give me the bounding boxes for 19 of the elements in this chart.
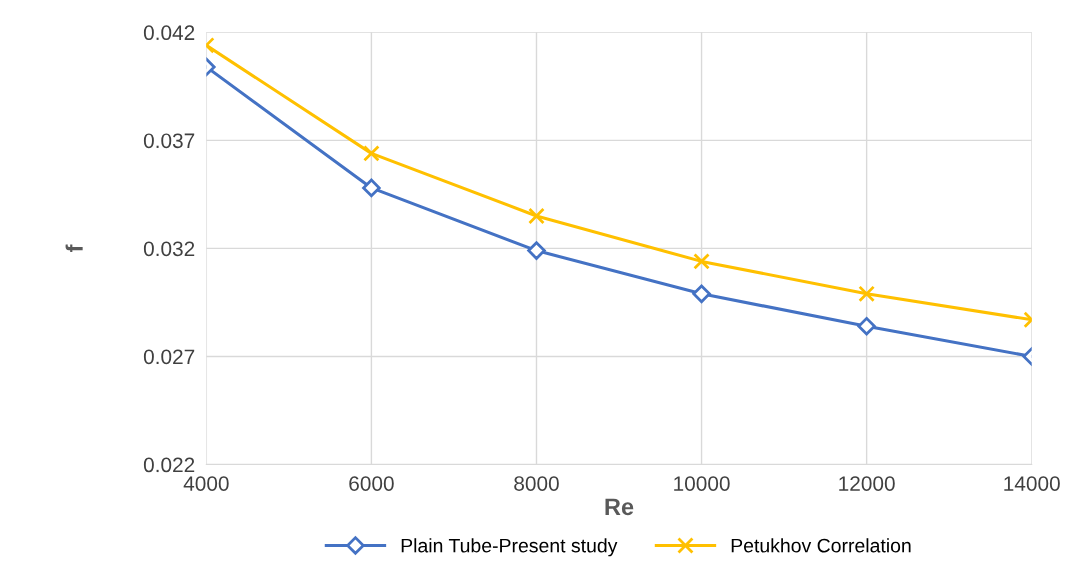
legend-label: Plain Tube-Present study <box>401 538 618 557</box>
x-tick-label: 8000 <box>514 476 559 491</box>
x-tick-label: 12000 <box>839 476 895 491</box>
legend-label: Petukhov Correlation <box>731 538 911 553</box>
x-tick-label: 4000 <box>183 476 229 491</box>
x-tick-label: 10000 <box>674 476 730 491</box>
y-tick-label: 0.032 <box>143 241 195 257</box>
x-tick-label: 14000 <box>1004 476 1060 491</box>
y-tick-label: 0.042 <box>143 25 195 41</box>
x-tick-label: 6000 <box>349 476 394 491</box>
point <box>528 207 545 225</box>
y-tick-label: 0.027 <box>143 349 195 365</box>
point <box>692 284 711 304</box>
x-axis-title: Re <box>605 498 634 516</box>
y-tick-label: 0.037 <box>143 133 195 149</box>
point <box>693 253 710 270</box>
y-tick-label: 0.022 <box>143 457 195 473</box>
y-axis-title: f <box>65 244 83 252</box>
point <box>527 241 546 260</box>
